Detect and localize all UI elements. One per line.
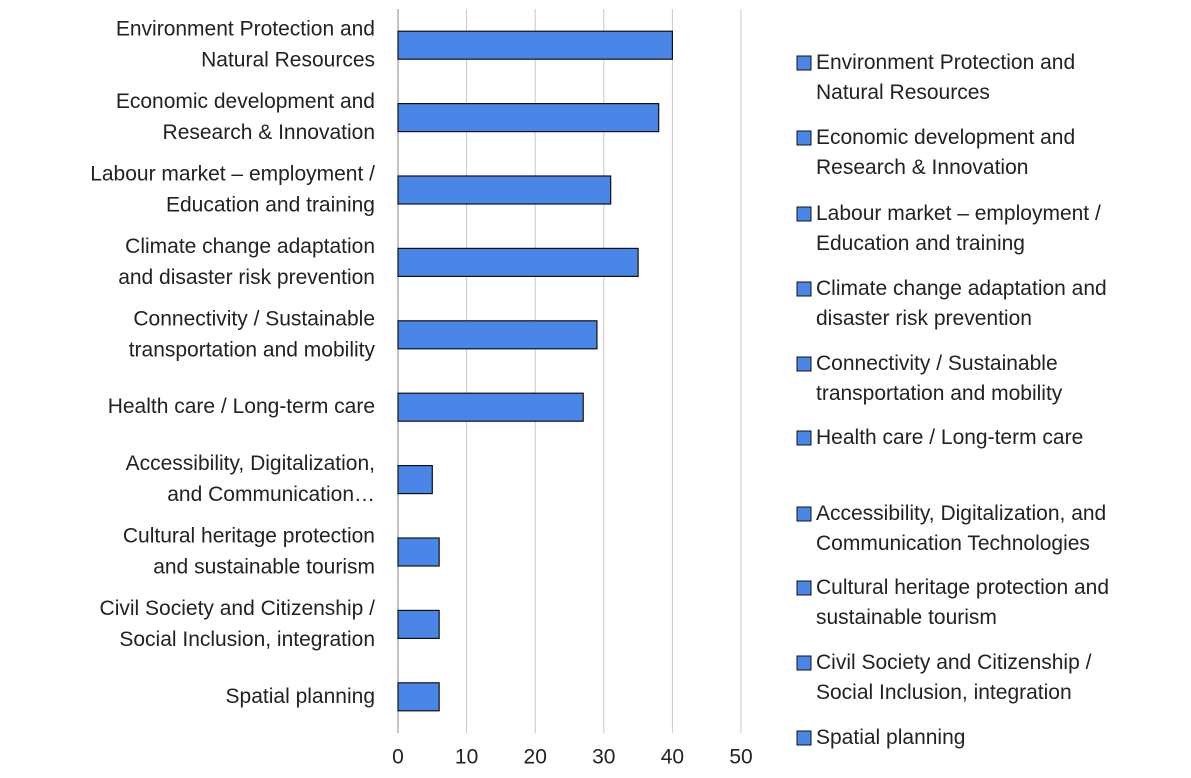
x-tick-label: 50: [729, 746, 752, 769]
bar: [397, 30, 673, 60]
y-tick-label-line: transportation and mobility: [129, 338, 376, 361]
y-tick-label: Environment Protection and Natural Resour…: [116, 17, 375, 71]
legend-label-line: disaster risk prevention: [816, 307, 1032, 330]
legend-label-line: Accessibility, Digitalization, and: [816, 502, 1106, 525]
legend-label: Climate change adaptation and disaster ri…: [816, 277, 1107, 330]
legend-swatch: [796, 281, 812, 297]
legend-label-line: Spatial planning: [816, 726, 965, 749]
bar: [397, 537, 440, 567]
y-tick-label-line: Cultural heritage protection: [123, 524, 375, 547]
y-tick-label-line: Social Inclusion, integration: [119, 627, 375, 650]
bar: [397, 175, 612, 205]
y-tick-label-line: Labour market – employment /: [90, 162, 375, 185]
legend-swatch: [796, 206, 812, 222]
y-tick-label: Spatial planning: [226, 684, 375, 707]
legend-label: Health care / Long-term care: [816, 426, 1083, 449]
x-tick-label: 30: [592, 746, 615, 769]
x-tick-label: 0: [392, 746, 404, 769]
y-tick-label-line: and disaster risk prevention: [118, 265, 375, 288]
legend-label-line: Communication Technologies: [816, 532, 1090, 555]
y-tick-label-line: Economic development and: [116, 90, 375, 113]
legend-label-line: Environment Protection and: [816, 51, 1075, 74]
legend-swatch: [796, 730, 812, 746]
y-tick-label: Accessibility, Digitalization, and Commun…: [126, 452, 375, 506]
legend-swatch: [796, 356, 812, 372]
y-tick-label-line: Environment Protection and: [116, 17, 375, 40]
y-tick-label: Civil Society and Citizenship / Social In…: [100, 596, 376, 650]
x-tick-label: 10: [455, 746, 478, 769]
legend-label-line: Labour market – employment /: [816, 202, 1101, 225]
legend-swatch: [796, 506, 812, 522]
y-tick-label-line: Research & Innovation: [163, 121, 375, 144]
legend-label: Accessibility, Digitalization, and Commun…: [816, 502, 1106, 555]
y-tick-label-line: Natural Resources: [201, 48, 375, 71]
y-tick-label-line: Accessibility, Digitalization,: [126, 452, 375, 475]
y-tick-label-line: Health care / Long-term care: [108, 395, 375, 418]
bar: [397, 392, 584, 422]
legend-label-line: Connectivity / Sustainable: [816, 352, 1058, 375]
legend-swatch: [796, 655, 812, 671]
bar: [397, 682, 440, 712]
legend-label-line: Social Inclusion, integration: [816, 681, 1072, 704]
legend-swatch: [796, 130, 812, 146]
legend-label-line: Economic development and: [816, 126, 1075, 149]
y-tick-label: Cultural heritage protection and sustaina…: [123, 524, 375, 578]
bar: [397, 609, 440, 640]
legend-label: Civil Society and Citizenship / Social In…: [816, 651, 1092, 704]
legend-label: Spatial planning: [816, 726, 965, 749]
y-tick-label: Labour market – employment / Education an…: [90, 162, 375, 216]
legend-label: Labour market – employment / Education an…: [816, 202, 1101, 255]
legend-swatch: [796, 55, 812, 71]
legend-label-line: Research & Innovation: [816, 156, 1028, 179]
legend-swatch: [796, 430, 812, 446]
legend-label-line: Cultural heritage protection and: [816, 576, 1109, 599]
legend-label: Cultural heritage protection and sustaina…: [816, 576, 1109, 629]
y-tick-label-line: Climate change adaptation: [125, 234, 375, 257]
legend-label-line: Natural Resources: [816, 81, 990, 104]
legend-label-line: Climate change adaptation and: [816, 277, 1107, 300]
y-tick-label: Economic development and Research & Innov…: [116, 90, 375, 144]
bar: [397, 247, 639, 277]
bar: [397, 465, 433, 495]
y-tick-label-line: Spatial planning: [226, 684, 375, 707]
legend-swatch: [796, 580, 812, 596]
x-tick-label: 20: [524, 746, 547, 769]
legend-label: Environment Protection and Natural Resour…: [816, 51, 1075, 104]
y-tick-label-line: and sustainable tourism: [153, 555, 375, 578]
legend-label: Connectivity / Sustainable transportation…: [816, 352, 1063, 405]
y-tick-label: Health care / Long-term care: [108, 395, 375, 418]
y-tick-label: Climate change adaptation and disaster ri…: [118, 234, 375, 288]
y-tick-label: Connectivity / Sustainable transportation…: [129, 307, 376, 361]
legend-label-line: transportation and mobility: [816, 382, 1063, 405]
legend-label-line: Health care / Long-term care: [816, 426, 1083, 449]
bar: [397, 102, 660, 133]
y-tick-label-line: Civil Society and Citizenship /: [100, 596, 376, 619]
legend-label-line: sustainable tourism: [816, 606, 997, 629]
legend-label-line: Education and training: [816, 232, 1025, 255]
y-tick-label-line: and Communication…: [167, 483, 375, 506]
legend-label: Economic development and Research & Innov…: [816, 126, 1075, 179]
y-tick-label-line: Connectivity / Sustainable: [133, 307, 375, 330]
bar: [397, 320, 598, 350]
x-tick-label: 40: [661, 746, 684, 769]
y-tick-label-line: Education and training: [166, 193, 375, 216]
legend-label-line: Civil Society and Citizenship /: [816, 651, 1092, 674]
